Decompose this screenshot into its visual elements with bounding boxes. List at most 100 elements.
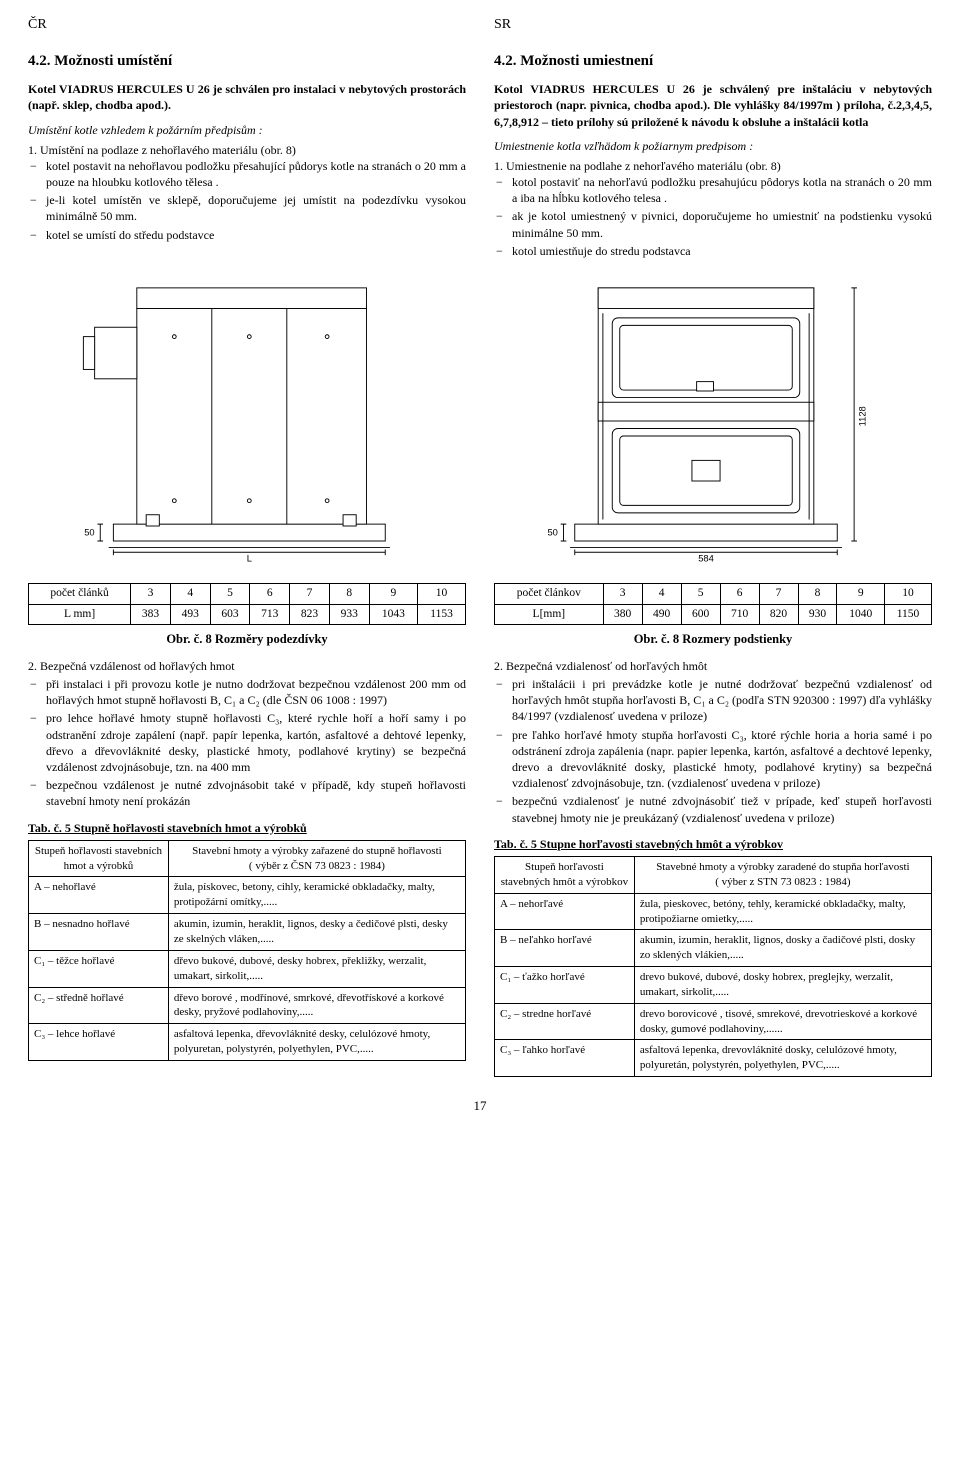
table-cell: 600: [681, 604, 720, 625]
table-cell: 710: [720, 604, 759, 625]
list-item: při instalaci i při provozu kotle je nut…: [28, 676, 466, 708]
caption-left: Obr. č. 8 Rozměry podezdívky: [28, 631, 466, 648]
bullets2-right: pri inštalácii i pri prevádzke kotle je …: [494, 676, 932, 826]
list-item: bezpečnou vzdálenost je nutné zdvojnásob…: [28, 777, 466, 809]
table-cell: C₃ – lehce hořlavé: [29, 1024, 169, 1061]
table-cell: 8: [329, 584, 369, 605]
heading-left: 4.2. Možnosti umístění: [28, 51, 466, 71]
bullets1-left: kotel postavit na nehořlavou podložku př…: [28, 158, 466, 243]
dim-table-right: počet článkov 3 4 5 6 7 8 9 10 L[mm] 380…: [494, 583, 932, 625]
table-cell: C₂ – středně hořlavé: [29, 987, 169, 1024]
bullets1-right: kotol postaviť na nehorľavú podložku pre…: [494, 174, 932, 259]
subhead-left: Umístění kotle vzhledem k požárním předp…: [28, 122, 466, 138]
table-cell: drevo borovicové , tisové, smrekové, dre…: [634, 1003, 931, 1040]
table-cell: 10: [418, 584, 466, 605]
subhead-right: Umiestnenie kotla vzľhädom k požiarnym p…: [494, 138, 932, 154]
table-cell: 383: [131, 604, 171, 625]
table-cell: L[mm]: [495, 604, 604, 625]
table-cell: Stupeň horľavosti stavebných hmôt a výro…: [495, 856, 635, 893]
table-cell: C₃ – ľahko horľavé: [495, 1040, 635, 1077]
list-item: pri inštalácii i pri prevádzke kotle je …: [494, 676, 932, 725]
table-cell: 933: [329, 604, 369, 625]
caption-right: Obr. č. 8 Rozmery podstienky: [494, 631, 932, 648]
intro-left: Kotel VIADRUS HERCULES U 26 je schválen …: [28, 81, 466, 113]
table-cell: asfaltová lepenka, dřevovláknité desky, …: [168, 1024, 465, 1061]
page-number: 17: [28, 1097, 932, 1115]
table-cell: B – neľahko horľavé: [495, 930, 635, 967]
table-cell: žula, pieskovec, betóny, tehly, keramick…: [634, 893, 931, 930]
table-cell: počet článkov: [495, 584, 604, 605]
table-cell: 1040: [837, 604, 885, 625]
tab5-title-right: Tab. č. 5 Stupne horľavosti stavebných h…: [494, 836, 932, 852]
table-cell: 490: [642, 604, 681, 625]
country-left: ČR: [28, 16, 466, 35]
bullets2-left: při instalaci i při provozu kotle je nut…: [28, 676, 466, 810]
table-cell: akumin, izumin, heraklit, lignos, desky …: [168, 914, 465, 951]
line1-right: 1. Umiestnenie na podlahe z nehorľavého …: [494, 158, 932, 174]
sec2-title-left: 2. Bezpečná vzdálenost od hořlavých hmot: [28, 658, 466, 674]
table-cell: 380: [603, 604, 642, 625]
table-cell: C₁ – těžce hořlavé: [29, 950, 169, 987]
table-cell: 3: [603, 584, 642, 605]
list-item: kotol postaviť na nehorľavú podložku pre…: [494, 174, 932, 206]
table-cell: počet článků: [29, 584, 131, 605]
table-cell: asfaltová lepenka, drevovláknité dosky, …: [634, 1040, 931, 1077]
intro-right: Kotol VIADRUS HERCULES U 26 je schválený…: [494, 81, 932, 130]
table-cell: 6: [720, 584, 759, 605]
table-cell: 1043: [369, 604, 417, 625]
svg-text:584: 584: [698, 554, 714, 564]
table-cell: dřevo borové , modřínové, smrkové, dřevo…: [168, 987, 465, 1024]
table-cell: 5: [681, 584, 720, 605]
table-cell: C₁ – ťažko horľavé: [495, 967, 635, 1004]
table-cell: 9: [369, 584, 417, 605]
table-cell: C₂ – stredne horľavé: [495, 1003, 635, 1040]
table-cell: 5: [210, 584, 250, 605]
line1-left: 1. Umístění na podlaze z nehořlavého mat…: [28, 142, 466, 158]
tab5-title-left: Tab. č. 5 Stupně hořlavosti stavebních h…: [28, 820, 466, 836]
table-cell: 9: [837, 584, 885, 605]
table-cell: 4: [170, 584, 210, 605]
table-cell: dřevo bukové, dubové, desky hobrex, přek…: [168, 950, 465, 987]
table-cell: 6: [250, 584, 290, 605]
svg-text:50: 50: [84, 527, 94, 537]
table-cell: 713: [250, 604, 290, 625]
table-cell: 820: [759, 604, 798, 625]
table-cell: Stupeň hořlavosti stavebních hmot a výro…: [29, 840, 169, 877]
country-right: SR: [494, 16, 932, 35]
list-item: bezpečnú vzdialenosť je nutné zdvojnásob…: [494, 793, 932, 825]
heading-right: 4.2. Možnosti umiestnení: [494, 51, 932, 71]
list-item: je-li kotel umístěn ve sklepě, doporučuj…: [28, 192, 466, 224]
deg-table-left: Stupeň hořlavosti stavebních hmot a výro…: [28, 840, 466, 1061]
list-item: kotel postavit na nehořlavou podložku př…: [28, 158, 466, 190]
svg-text:1128: 1128: [857, 406, 867, 426]
sec2-title-right: 2. Bezpečná vzdialenosť od horľavých hmô…: [494, 658, 932, 674]
svg-text:L: L: [247, 554, 252, 564]
table-cell: 4: [642, 584, 681, 605]
dim-table-left: počet článků 3 4 5 6 7 8 9 10 L mm] 383 …: [28, 583, 466, 625]
boiler-side-diagram: 50 L: [54, 271, 454, 571]
table-cell: A – nehořlavé: [29, 877, 169, 914]
table-cell: 493: [170, 604, 210, 625]
list-item: kotol umiestňuje do stredu podstavca: [494, 243, 932, 259]
list-item: pro lehce hořlavé hmoty stupně hořlavost…: [28, 710, 466, 775]
table-cell: 7: [290, 584, 330, 605]
list-item: pre ľahko horľavé hmoty stupňa horľavost…: [494, 727, 932, 792]
boiler-front-diagram: 50 584 1128 V I A D R U S: [506, 271, 906, 571]
table-cell: 7: [759, 584, 798, 605]
table-cell: A – nehorľavé: [495, 893, 635, 930]
table-cell: 3: [131, 584, 171, 605]
table-cell: Stavební hmoty a výrobky zařazené do stu…: [168, 840, 465, 877]
table-cell: 823: [290, 604, 330, 625]
deg-table-right: Stupeň horľavosti stavebných hmôt a výro…: [494, 856, 932, 1077]
table-cell: 1150: [885, 604, 932, 625]
table-cell: B – nesnadno hořlavé: [29, 914, 169, 951]
table-cell: 1153: [418, 604, 466, 625]
table-cell: 10: [885, 584, 932, 605]
table-cell: L mm]: [29, 604, 131, 625]
list-item: ak je kotol umiestnený v pivnici, doporu…: [494, 208, 932, 240]
table-cell: drevo bukové, dubové, dosky hobrex, preg…: [634, 967, 931, 1004]
table-cell: akumin, izumin, heraklit, lignos, dosky …: [634, 930, 931, 967]
table-cell: Stavebné hmoty a výrobky zaradené do stu…: [634, 856, 931, 893]
svg-text:50: 50: [547, 527, 557, 537]
table-cell: žula, pískovec, betony, cihly, keramické…: [168, 877, 465, 914]
